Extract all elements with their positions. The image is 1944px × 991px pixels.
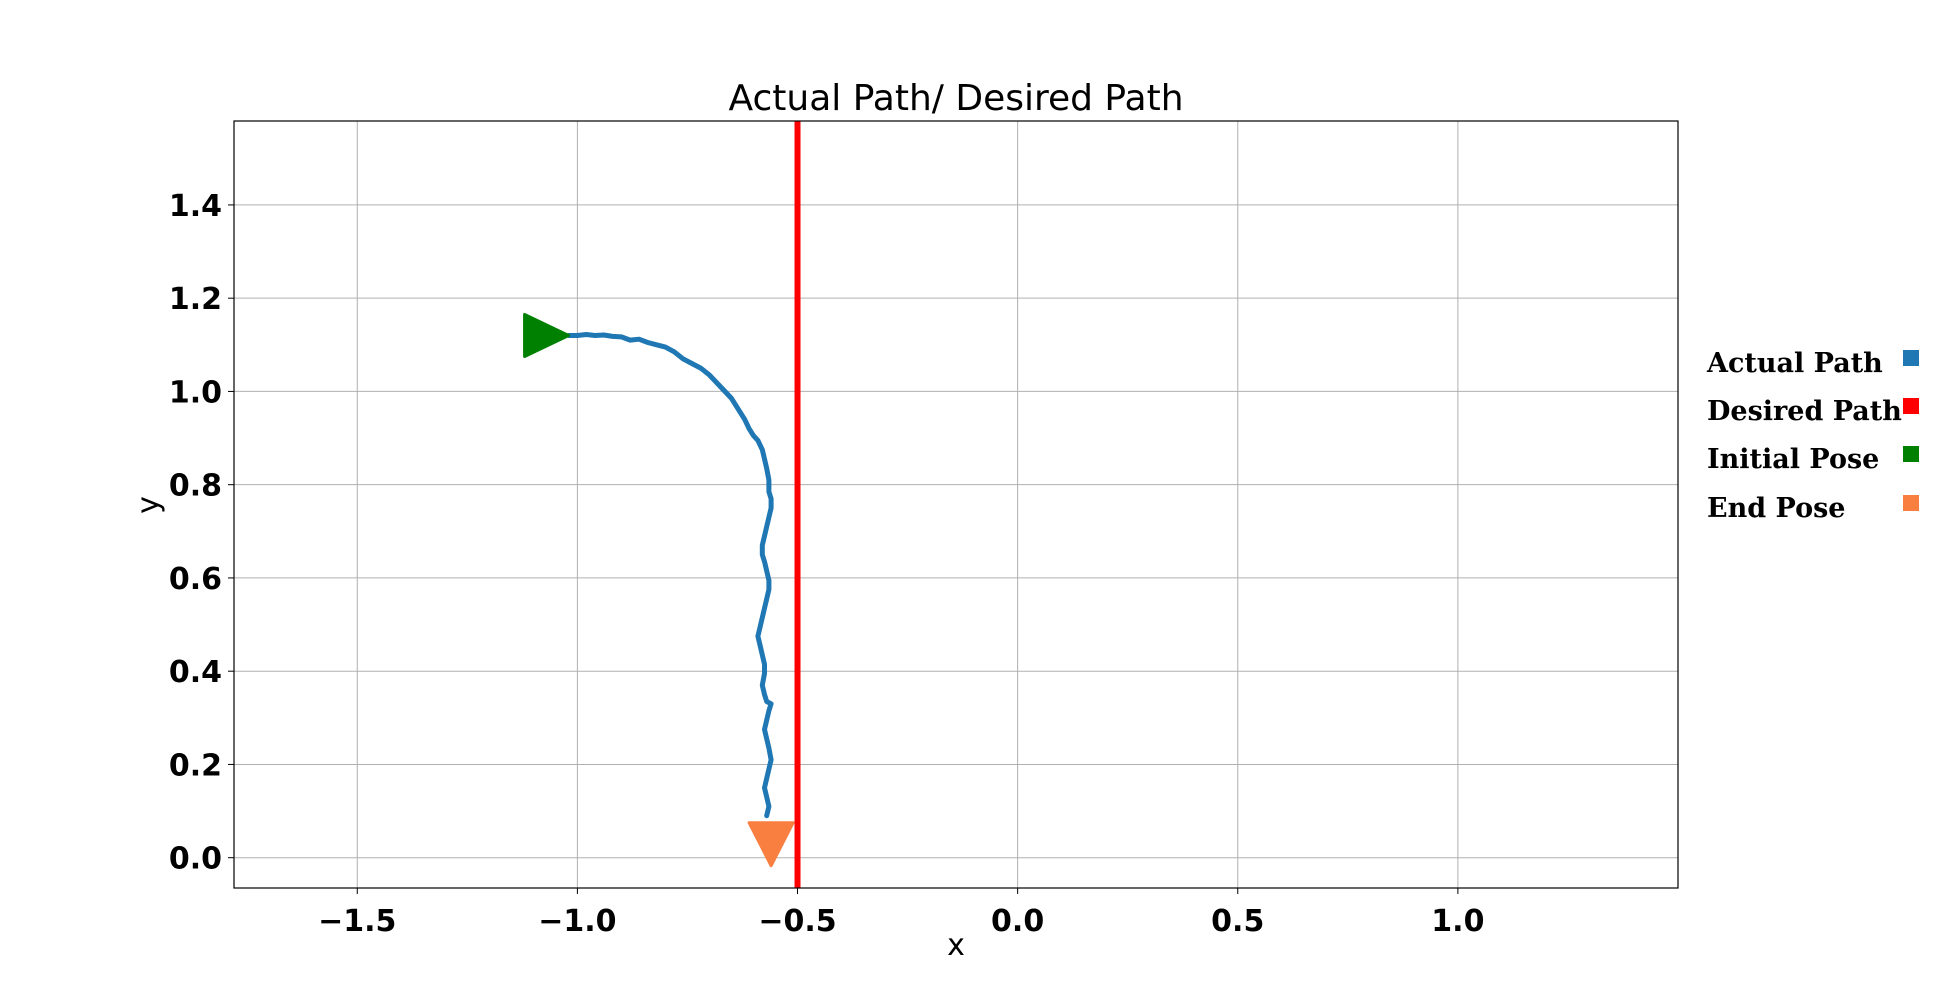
y-tick-label: 0.8	[169, 469, 222, 504]
y-tick-label: 0.4	[169, 655, 222, 690]
x-tick-label: 0.5	[1211, 904, 1264, 939]
x-tick-label: 1.0	[1431, 904, 1484, 939]
x-ticks: −1.5 −1.0 −0.5 0.0 0.5 1.0	[318, 888, 1484, 939]
plot-frame	[233, 120, 1679, 889]
plot-series	[523, 121, 801, 888]
x-tick-label: 0.0	[991, 904, 1044, 939]
y-tick-label: 0.0	[169, 842, 222, 877]
legend-label: End Pose	[1707, 493, 1845, 524]
y-tick-label: 1.0	[169, 375, 222, 410]
legend-swatch	[1903, 398, 1919, 414]
grid-lines	[234, 121, 1678, 888]
x-tick-label: −1.0	[538, 904, 616, 939]
legend-swatch	[1903, 350, 1919, 366]
y-tick-label: 1.2	[169, 282, 222, 317]
y-tick-label: 1.4	[169, 189, 222, 224]
x-axis-label: x	[947, 928, 965, 963]
y-tick-label: 0.2	[169, 748, 222, 783]
legend: Actual Path Desired Path Initial Pose End P…	[1706, 348, 1919, 524]
x-tick-label: −0.5	[758, 904, 836, 939]
legend-label: Initial Pose	[1707, 444, 1879, 475]
x-tick-label: −1.5	[318, 904, 396, 939]
legend-label: Desired Path	[1707, 396, 1902, 427]
legend-label: Actual Path	[1706, 348, 1883, 379]
y-tick-label: 0.6	[169, 562, 222, 597]
legend-swatch	[1903, 446, 1919, 462]
actual-path-line	[566, 332, 774, 819]
y-ticks: 0.0 0.2 0.4 0.6 0.8 1.0 1.2 1.4	[169, 189, 234, 877]
initial-pose-marker	[523, 312, 571, 358]
chart-title: Actual Path/ Desired Path	[728, 78, 1183, 119]
end-pose-marker	[747, 821, 795, 868]
y-axis-label: y	[131, 496, 166, 514]
legend-swatch	[1903, 495, 1919, 511]
